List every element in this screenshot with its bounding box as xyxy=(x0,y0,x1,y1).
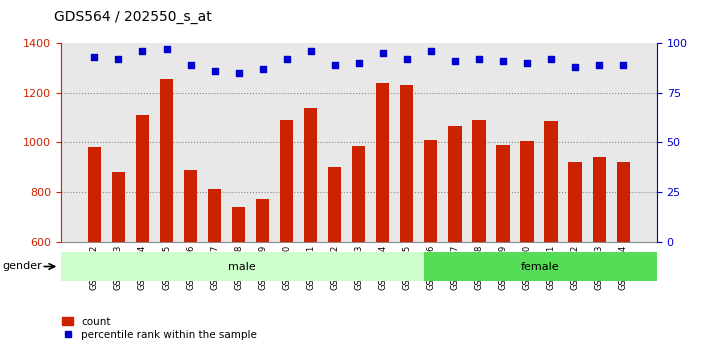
Point xyxy=(257,66,268,72)
Point xyxy=(233,70,244,76)
Bar xyxy=(160,79,173,242)
Point xyxy=(401,56,413,62)
Point xyxy=(521,60,533,66)
Bar xyxy=(61,252,423,281)
Bar xyxy=(232,207,245,242)
Text: GDS564 / 202550_s_at: GDS564 / 202550_s_at xyxy=(54,10,211,24)
Bar xyxy=(568,162,582,241)
Bar xyxy=(184,170,197,242)
Bar xyxy=(256,199,269,242)
Point xyxy=(161,46,172,52)
Bar xyxy=(352,146,366,242)
Point xyxy=(89,54,100,60)
Bar xyxy=(304,108,317,242)
Legend: count, percentile rank within the sample: count, percentile rank within the sample xyxy=(62,317,257,340)
Point xyxy=(353,60,364,66)
Point xyxy=(545,56,557,62)
Bar xyxy=(328,167,341,242)
Bar xyxy=(136,115,149,242)
Point xyxy=(329,62,341,68)
Bar xyxy=(401,85,413,242)
Point xyxy=(377,50,388,56)
Point xyxy=(569,64,580,70)
Point xyxy=(281,56,293,62)
Point xyxy=(185,62,196,68)
Bar xyxy=(88,147,101,242)
Bar xyxy=(617,162,630,241)
Bar xyxy=(423,252,657,281)
Bar xyxy=(376,83,389,242)
Text: gender: gender xyxy=(2,262,42,271)
Point xyxy=(497,58,508,64)
Bar xyxy=(545,121,558,242)
Text: male: male xyxy=(228,262,256,272)
Bar xyxy=(521,141,533,242)
Bar xyxy=(280,120,293,242)
Bar xyxy=(593,157,605,241)
Bar xyxy=(473,120,486,242)
Point xyxy=(425,48,436,54)
Point xyxy=(113,56,124,62)
Point xyxy=(305,48,316,54)
Bar xyxy=(448,126,461,242)
Bar xyxy=(208,189,221,241)
Point xyxy=(618,62,629,68)
Point xyxy=(209,68,221,73)
Bar xyxy=(112,172,125,242)
Point xyxy=(473,56,485,62)
Point xyxy=(449,58,461,64)
Bar xyxy=(496,145,510,242)
Point xyxy=(137,48,149,54)
Point xyxy=(593,62,605,68)
Text: female: female xyxy=(521,262,560,272)
Bar xyxy=(424,140,438,242)
